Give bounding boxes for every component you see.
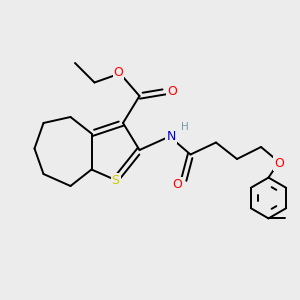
Text: O: O bbox=[274, 157, 284, 170]
Text: O: O bbox=[167, 85, 177, 98]
Text: N: N bbox=[166, 130, 176, 143]
Text: S: S bbox=[112, 173, 119, 187]
Text: H: H bbox=[181, 122, 189, 132]
Text: O: O bbox=[173, 178, 182, 191]
Text: O: O bbox=[114, 65, 123, 79]
